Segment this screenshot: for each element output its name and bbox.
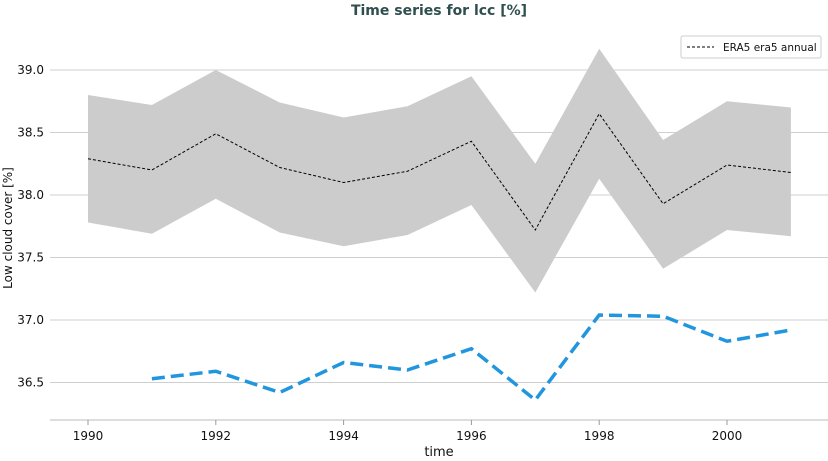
x-tick-label: 1994 (328, 429, 359, 443)
y-tick-label: 38.0 (17, 188, 44, 202)
y-axis-label: Low cloud cover [%] (1, 167, 15, 289)
era5-annual-line (87, 112, 791, 231)
chart-title: Time series for lcc [%] (351, 3, 527, 19)
x-tick-label: 1992 (201, 429, 232, 443)
x-tick-label: 1990 (73, 429, 104, 443)
x-tick-label: 2000 (712, 429, 743, 443)
legend-label: ERA5 era5 annual (723, 42, 817, 54)
y-tick-label: 39.0 (17, 63, 44, 77)
y-tick-label: 37.5 (17, 251, 44, 265)
spread-band (88, 48, 791, 293)
x-axis-label: time (424, 445, 453, 457)
blue-series-line (151, 313, 792, 403)
legend: ERA5 era5 annual (680, 35, 822, 59)
legend-box (680, 35, 822, 59)
y-tick-label: 36.5 (17, 376, 44, 390)
x-tick-label: 1996 (456, 429, 487, 443)
x-tick-label: 1998 (584, 429, 615, 443)
y-tick-label: 37.0 (17, 313, 44, 327)
y-tick-label: 38.5 (17, 126, 44, 140)
